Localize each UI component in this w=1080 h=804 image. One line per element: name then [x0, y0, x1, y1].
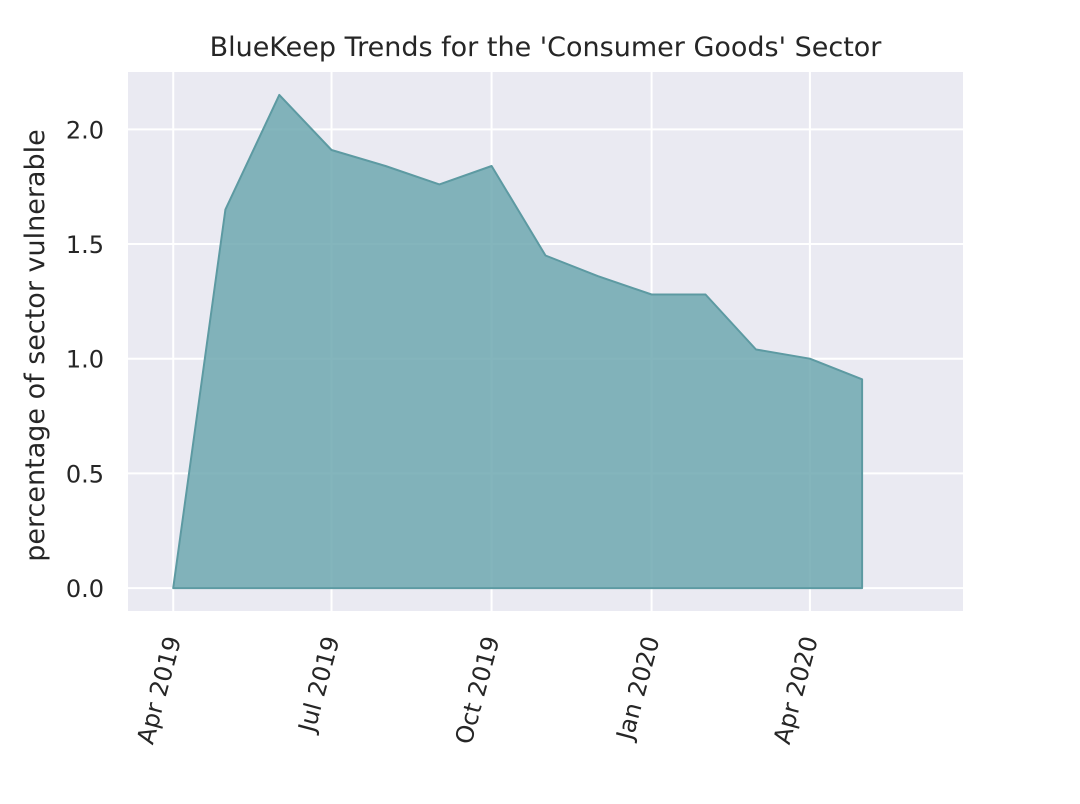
y-tick-label: 1.0	[66, 346, 104, 374]
y-axis-label: percentage of sector vulnerable	[20, 129, 51, 561]
y-tick-label: 1.5	[66, 231, 104, 259]
y-tick-label: 0.0	[66, 575, 104, 603]
y-tick-label: 0.5	[66, 460, 104, 488]
chart-title: BlueKeep Trends for the 'Consumer Goods'…	[210, 32, 883, 63]
x-tick-label: Apr 2019	[131, 633, 187, 747]
x-tick-label: Apr 2020	[768, 633, 824, 747]
x-tick-label: Jul 2019	[292, 633, 345, 737]
y-axis-ticks: 0.0 0.5 1.0 1.5 2.0	[66, 116, 104, 603]
y-tick-label: 2.0	[66, 116, 104, 144]
x-tick-label: Oct 2019	[450, 633, 506, 747]
x-tick-label: Jan 2020	[610, 633, 665, 744]
series-layer	[172, 93, 864, 590]
x-axis-ticks: Apr 2019 Jul 2019 Oct 2019 Jan 2020 Apr 2020	[131, 633, 823, 747]
series-area	[172, 93, 864, 590]
